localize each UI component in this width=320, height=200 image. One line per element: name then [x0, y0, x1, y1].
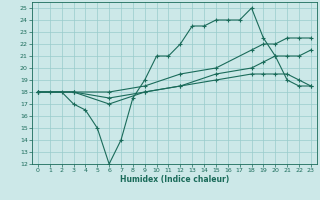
X-axis label: Humidex (Indice chaleur): Humidex (Indice chaleur): [120, 175, 229, 184]
